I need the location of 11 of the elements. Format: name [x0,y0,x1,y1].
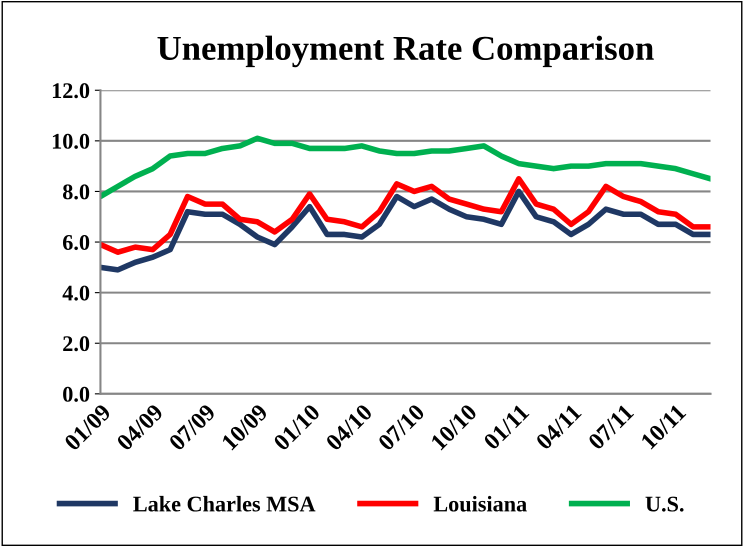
chart-title: Unemployment Rate Comparison [158,36,654,68]
y-tick-label: 2.0 [63,336,90,352]
y-tick-label: 12.0 [52,83,90,98]
legend-label: Louisiana [434,496,527,512]
y-tick-label: 4.0 [62,286,90,301]
y-tick-label: 10.0 [52,134,90,149]
legend-label: Lake Charles MSA [133,496,316,512]
legend-label: U.S. [646,496,684,512]
y-tick-label: 8.0 [62,184,90,200]
y-tick-label: 6.0 [63,234,90,250]
y-tick-label: 0.0 [63,386,90,402]
